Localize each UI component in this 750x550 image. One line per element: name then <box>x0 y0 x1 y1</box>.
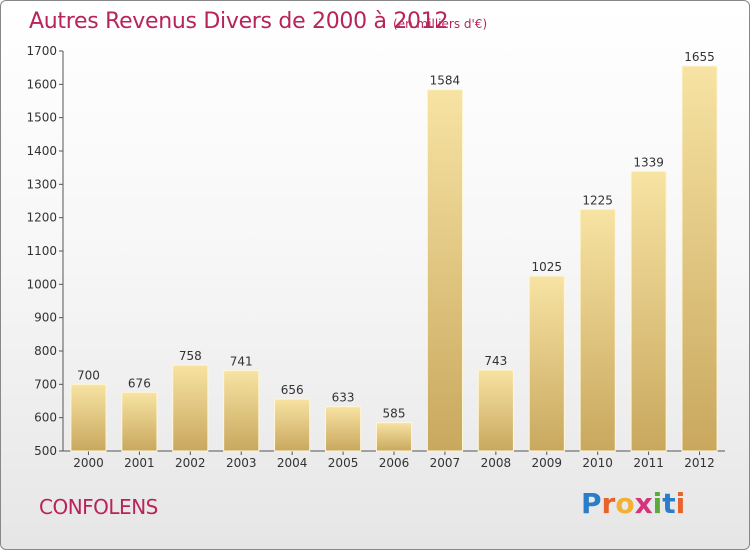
data-label: 1025 <box>531 260 562 274</box>
y-tick-label: 700 <box>34 377 57 391</box>
x-tick-label: 2001 <box>124 456 155 470</box>
y-tick-label: 1100 <box>26 244 57 258</box>
data-label: 1655 <box>684 50 715 64</box>
chart-title: Autres Revenus Divers de 2000 à 2012 <box>29 9 449 34</box>
bar <box>630 170 667 452</box>
data-label: 676 <box>128 376 151 390</box>
axes: 500 600 700 800 900 1000 1100 1200 1300 1400 1500 1… <box>26 44 725 470</box>
y-tick-label: 1500 <box>26 111 57 125</box>
bar <box>579 208 616 452</box>
bar <box>172 364 209 452</box>
y-tick-label: 1200 <box>26 211 57 225</box>
x-tick-label: 2004 <box>277 456 308 470</box>
commune-name: CONFOLENS <box>39 495 158 519</box>
bar <box>70 383 107 452</box>
x-tick-label: 2012 <box>684 456 715 470</box>
y-tick-label: 600 <box>34 411 57 425</box>
data-label: 758 <box>179 349 202 363</box>
data-label: 656 <box>281 383 304 397</box>
y-tick-label: 1600 <box>26 77 57 91</box>
bar <box>375 422 413 452</box>
bar <box>477 369 514 452</box>
x-tick-label: 2009 <box>531 456 562 470</box>
y-tick-label: 1700 <box>26 44 57 58</box>
logo-letter: o <box>615 487 635 520</box>
chart-subtitle: (en milliers d'€) <box>393 17 488 31</box>
data-label: 633 <box>332 391 355 405</box>
y-tick-label: 1000 <box>26 277 57 291</box>
data-label: 1584 <box>430 74 461 88</box>
x-tick-label: 2005 <box>328 456 359 470</box>
y-tick-label: 1400 <box>26 144 57 158</box>
bar <box>681 65 718 452</box>
x-tick-label: 2006 <box>379 456 410 470</box>
bar <box>426 89 463 452</box>
data-label: 741 <box>230 355 253 369</box>
y-tick-label: 1300 <box>26 177 57 191</box>
bar <box>528 275 565 452</box>
x-tick-label: 2000 <box>73 456 104 470</box>
logo-letter: t <box>662 487 676 520</box>
logo-letter: i <box>675 487 686 520</box>
data-label: 743 <box>484 354 507 368</box>
logo-letter: x <box>634 487 653 520</box>
proxiti-logo: Proxiti <box>581 487 685 520</box>
data-label: 1225 <box>582 193 613 207</box>
x-tick-label: 2002 <box>175 456 206 470</box>
bars-group: 700 676 758 741 656 633 585 1584 743 1025 1225 1339… <box>70 50 718 452</box>
x-tick-label: 2007 <box>430 456 461 470</box>
logo-letter: P <box>581 487 602 520</box>
x-tick-label: 2008 <box>481 456 512 470</box>
bar <box>325 406 362 452</box>
logo-letter: i <box>652 487 663 520</box>
y-tick-label: 800 <box>34 344 57 358</box>
x-tick-label: 2010 <box>582 456 613 470</box>
logo-letter: r <box>601 487 616 520</box>
y-tick-label: 900 <box>34 311 57 325</box>
x-tick-label: 2011 <box>633 456 664 470</box>
x-tick-label: 2003 <box>226 456 257 470</box>
bar <box>223 370 260 452</box>
data-label: 585 <box>383 407 406 421</box>
bar <box>121 391 158 452</box>
bar <box>274 398 311 452</box>
data-label: 1339 <box>633 155 664 169</box>
y-tick-label: 500 <box>34 444 57 458</box>
data-label: 700 <box>77 368 100 382</box>
